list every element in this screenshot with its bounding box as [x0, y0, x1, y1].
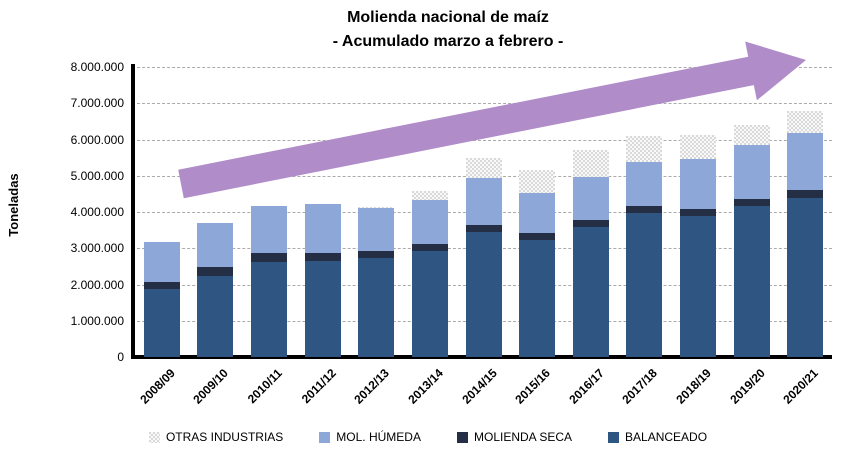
- bar-segment: [787, 133, 824, 190]
- y-tick-label: 5.000.000: [70, 168, 124, 183]
- bar-segment: [143, 242, 180, 282]
- legend-label: MOLIENDA SECA: [473, 430, 573, 444]
- bar-segment: [411, 191, 448, 201]
- y-tick-label: 3.000.000: [70, 241, 124, 256]
- gridline: [137, 139, 832, 141]
- bar-segment: [572, 176, 609, 220]
- gridline: [137, 67, 832, 68]
- bar-segment: [251, 262, 288, 357]
- bar-segment: [572, 226, 609, 357]
- bar-segment: [465, 225, 502, 233]
- bar-segment: [787, 189, 824, 199]
- legend-label: MOL. HÚMEDA: [336, 430, 421, 444]
- legend-swatch-balanceado: [608, 431, 620, 443]
- gridline: [137, 103, 832, 105]
- chart-title-block: Molienda nacional de maíz - Acumulado ma…: [128, 6, 768, 54]
- bar-segment: [304, 204, 341, 253]
- y-axis-line: [131, 64, 135, 359]
- bar-segment: [358, 258, 395, 357]
- y-tick-label: 8.000.000: [70, 60, 124, 74]
- bar-segment: [519, 192, 556, 234]
- legend-label: OTRAS INDUSTRIAS: [165, 430, 284, 444]
- legend-item-mol-humeda: MOL. HÚMEDA: [319, 430, 421, 444]
- legend-swatch-otras-industrias: [148, 431, 160, 443]
- y-tick-label: 0: [117, 350, 124, 364]
- bar-segment: [304, 261, 341, 357]
- bar-segment: [197, 266, 234, 277]
- bar-segment: [411, 250, 448, 357]
- bar-segment: [626, 213, 663, 357]
- bar-segment: [733, 125, 770, 146]
- bar-segment: [733, 205, 770, 357]
- bar-segment: [251, 205, 288, 253]
- bar-segment: [358, 251, 395, 259]
- bar-segment: [197, 276, 234, 357]
- bar-segment: [679, 209, 716, 216]
- legend-swatch-mol-humeda: [319, 431, 331, 443]
- bar-segment: [787, 110, 824, 134]
- legend-item-molienda-seca: MOLIENDA SECA: [456, 430, 573, 444]
- bar-segment: [465, 158, 502, 179]
- legend-item-balanceado: BALANCEADO: [608, 430, 707, 444]
- legend-label: BALANCEADO: [625, 430, 708, 444]
- bar-segment: [411, 244, 448, 251]
- bar-segment: [626, 205, 663, 214]
- bar-segment: [733, 198, 770, 206]
- bar-segment: [572, 150, 609, 177]
- bar-segment: [626, 161, 663, 206]
- bar-segment: [626, 136, 663, 162]
- bar-segment: [143, 281, 180, 290]
- legend-swatch-molienda-seca: [456, 431, 468, 443]
- bar-segment: [358, 208, 395, 252]
- bar-segment: [572, 219, 609, 227]
- x-axis-line: [131, 355, 832, 359]
- plot-area: [131, 64, 832, 359]
- chart-title: Molienda nacional de maíz: [347, 9, 549, 26]
- bar-segment: [358, 206, 395, 209]
- y-tick-label: 6.000.000: [70, 132, 124, 147]
- bar-segment: [465, 232, 502, 357]
- bar-segment: [519, 233, 556, 241]
- chart-subtitle: - Acumulado marzo a febrero -: [332, 33, 564, 50]
- bar-segment: [733, 145, 770, 199]
- bar-segment: [787, 198, 824, 357]
- bar-segment: [197, 223, 234, 267]
- bar-segment: [679, 215, 716, 357]
- legend-item-otras-industrias: OTRAS INDUSTRIAS: [148, 430, 284, 444]
- bar-segment: [465, 178, 502, 226]
- bar-segment: [143, 289, 180, 357]
- y-tick-label: 4.000.000: [70, 205, 124, 219]
- bar-segment: [304, 252, 341, 262]
- bar-segment: [679, 159, 716, 210]
- bar-segment: [519, 240, 556, 357]
- y-tick-label: 1.000.000: [70, 313, 124, 328]
- y-tick-label: 2.000.000: [70, 277, 124, 292]
- y-tick-label: 7.000.000: [70, 96, 124, 111]
- bar-segment: [251, 252, 288, 263]
- bar-segment: [679, 135, 716, 160]
- bar-segment: [411, 200, 448, 245]
- bar-segment: [519, 170, 556, 193]
- chart-legend: OTRAS INDUSTRIAS MOL. HÚMEDA MOLIENDA SE…: [0, 430, 856, 444]
